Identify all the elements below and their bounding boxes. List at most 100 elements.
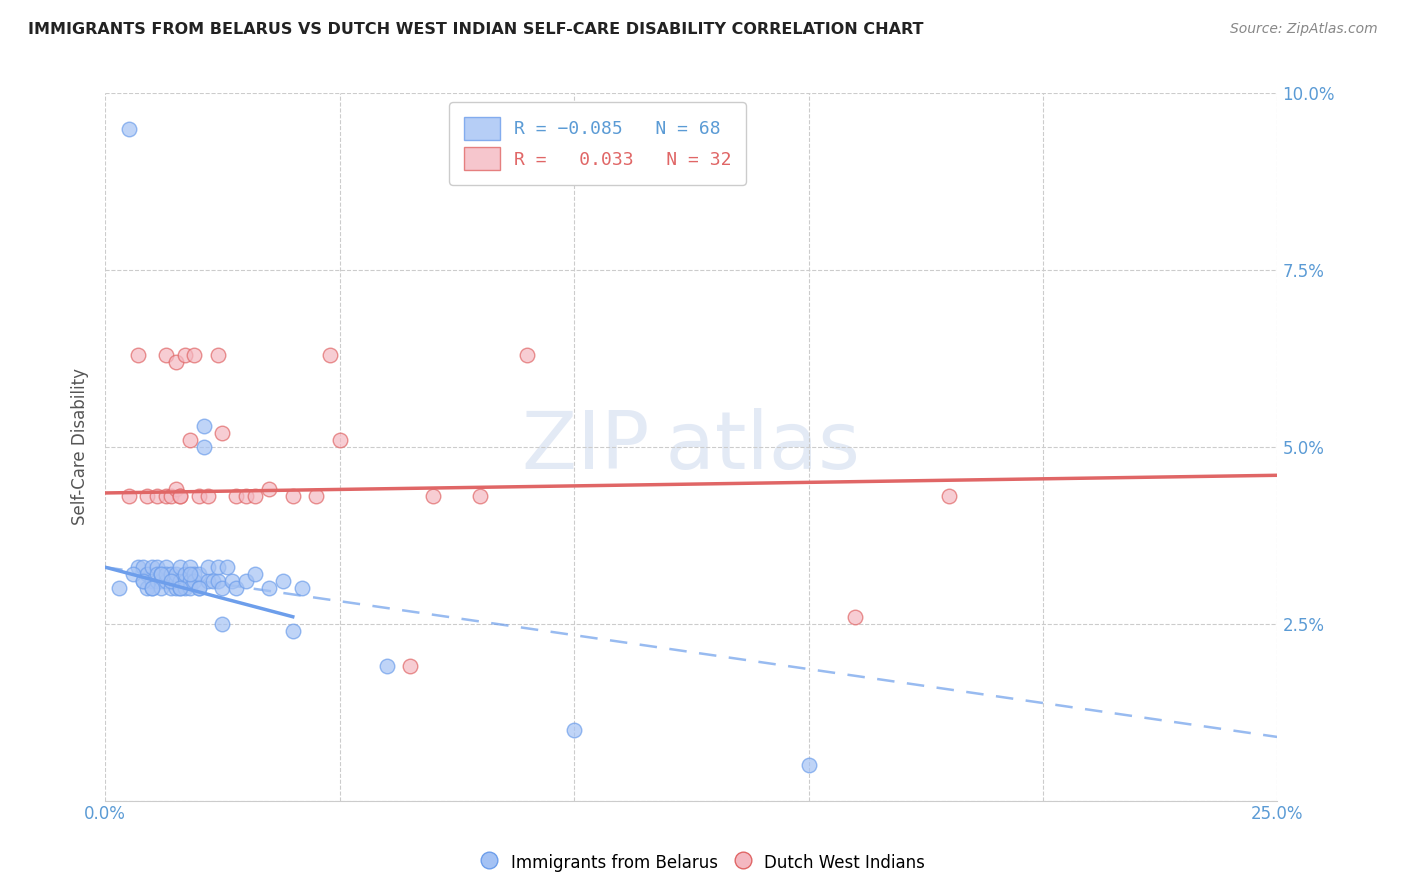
Point	[108, 582, 131, 596]
Point	[169, 560, 191, 574]
Point	[165, 567, 187, 582]
Point	[202, 574, 225, 589]
Point	[141, 560, 163, 574]
Point	[160, 582, 183, 596]
Point	[118, 490, 141, 504]
Point	[562, 723, 585, 737]
Point	[165, 483, 187, 497]
Point	[188, 567, 211, 582]
Point	[797, 758, 820, 772]
Point	[221, 574, 243, 589]
Point	[211, 425, 233, 440]
Point	[169, 574, 191, 589]
Point	[160, 490, 183, 504]
Point	[207, 348, 229, 362]
Point	[273, 574, 295, 589]
Point	[225, 582, 247, 596]
Point	[179, 567, 201, 582]
Point	[235, 490, 257, 504]
Point	[174, 574, 197, 589]
Point	[150, 567, 173, 582]
Point	[259, 582, 281, 596]
Point	[136, 567, 159, 582]
Point	[225, 490, 247, 504]
Y-axis label: Self-Care Disability: Self-Care Disability	[72, 368, 89, 525]
Point	[422, 490, 444, 504]
Point	[319, 348, 342, 362]
Point	[281, 624, 304, 638]
Point	[169, 490, 191, 504]
Point	[217, 560, 239, 574]
Point	[165, 574, 187, 589]
Point	[122, 567, 145, 582]
Point	[259, 483, 281, 497]
Point	[844, 609, 866, 624]
Point	[169, 582, 191, 596]
Point	[155, 490, 177, 504]
Point	[118, 121, 141, 136]
Point	[245, 567, 267, 582]
Point	[136, 582, 159, 596]
Point	[165, 355, 187, 369]
Point	[193, 440, 215, 454]
Point	[155, 348, 177, 362]
Point	[146, 560, 169, 574]
Point	[375, 659, 398, 673]
Point	[136, 490, 159, 504]
Text: ZIP atlas: ZIP atlas	[523, 408, 860, 486]
Point	[160, 574, 183, 589]
Point	[207, 574, 229, 589]
Point	[155, 567, 177, 582]
Point	[127, 560, 149, 574]
Point	[197, 490, 219, 504]
Point	[188, 490, 211, 504]
Point	[516, 348, 538, 362]
Legend: R = −0.085   N = 68, R =   0.033   N = 32: R = −0.085 N = 68, R = 0.033 N = 32	[449, 103, 747, 185]
Point	[169, 490, 191, 504]
Point	[155, 560, 177, 574]
Point	[146, 574, 169, 589]
Point	[146, 490, 169, 504]
Point	[235, 574, 257, 589]
Point	[169, 582, 191, 596]
Point	[281, 490, 304, 504]
Point	[174, 567, 197, 582]
Point	[127, 348, 149, 362]
Text: Source: ZipAtlas.com: Source: ZipAtlas.com	[1230, 22, 1378, 37]
Text: IMMIGRANTS FROM BELARUS VS DUTCH WEST INDIAN SELF-CARE DISABILITY CORRELATION CH: IMMIGRANTS FROM BELARUS VS DUTCH WEST IN…	[28, 22, 924, 37]
Point	[179, 560, 201, 574]
Point	[150, 567, 173, 582]
Point	[132, 560, 155, 574]
Point	[329, 433, 352, 447]
Point	[165, 582, 187, 596]
Point	[160, 574, 183, 589]
Point	[399, 659, 422, 673]
Point	[207, 560, 229, 574]
Point	[174, 582, 197, 596]
Point	[179, 433, 201, 447]
Point	[211, 616, 233, 631]
Point	[132, 574, 155, 589]
Legend: Immigrants from Belarus, Dutch West Indians: Immigrants from Belarus, Dutch West Indi…	[474, 846, 932, 880]
Point	[211, 582, 233, 596]
Point	[197, 574, 219, 589]
Point	[174, 348, 197, 362]
Point	[291, 582, 314, 596]
Point	[179, 582, 201, 596]
Point	[183, 574, 205, 589]
Point	[193, 418, 215, 433]
Point	[150, 574, 173, 589]
Point	[155, 574, 177, 589]
Point	[197, 560, 219, 574]
Point	[146, 567, 169, 582]
Point	[150, 582, 173, 596]
Point	[160, 567, 183, 582]
Point	[141, 582, 163, 596]
Point	[188, 582, 211, 596]
Point	[305, 490, 328, 504]
Point	[470, 490, 492, 504]
Point	[179, 574, 201, 589]
Point	[938, 490, 960, 504]
Point	[183, 567, 205, 582]
Point	[183, 348, 205, 362]
